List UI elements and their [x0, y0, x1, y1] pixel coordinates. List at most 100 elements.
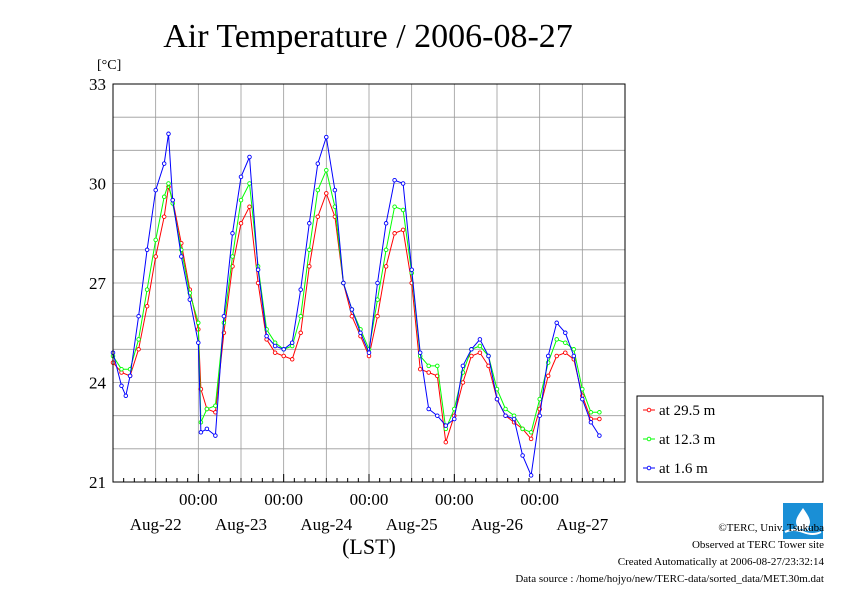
- data-point: [383, 247, 389, 253]
- data-point: [554, 337, 559, 342]
- data-point: [358, 330, 363, 336]
- data-point: [166, 131, 171, 137]
- x-tick-label: 00:00: [264, 490, 303, 509]
- legend: at 29.5 m at 12.3 m at 1.6 m: [636, 395, 824, 483]
- x-tick-label: 00:00: [179, 490, 218, 509]
- data-point: [272, 343, 278, 349]
- data-point: [198, 430, 204, 435]
- data-point: [528, 430, 534, 435]
- data-point: [392, 204, 397, 209]
- date-label: Aug-26: [471, 515, 523, 534]
- data-point: [435, 363, 440, 369]
- data-point: [503, 406, 508, 412]
- data-point: [392, 177, 397, 183]
- data-point: [597, 410, 602, 415]
- y-tick-label: 21: [89, 473, 106, 492]
- data-point: [119, 366, 124, 372]
- terc-logo-icon: [783, 503, 823, 539]
- data-point: [144, 247, 150, 253]
- data-point: [375, 280, 380, 286]
- data-point: [196, 320, 201, 326]
- data-point: [477, 337, 483, 342]
- data-point: [238, 174, 244, 180]
- data-point: [400, 207, 406, 213]
- data-point: [204, 406, 210, 412]
- data-point: [298, 330, 303, 336]
- data-point: [375, 297, 380, 302]
- data-point: [332, 187, 338, 193]
- data-point: [400, 181, 406, 186]
- data-point: [545, 373, 551, 379]
- data-point: [392, 231, 397, 236]
- data-point: [153, 254, 158, 259]
- data-point: [136, 337, 141, 342]
- chart-title: Air Temperature / 2006-08-27: [163, 18, 573, 55]
- data-point: [366, 350, 372, 355]
- data-point: [597, 433, 602, 438]
- data-point: [537, 413, 542, 418]
- data-point: [554, 353, 559, 359]
- data-point: [170, 197, 175, 203]
- data-point: [563, 340, 568, 345]
- data-point: [528, 473, 534, 478]
- series-1: [110, 184, 602, 445]
- data-point: [383, 221, 389, 226]
- data-point: [537, 396, 542, 402]
- data-point: [571, 347, 577, 352]
- data-point: [426, 406, 431, 412]
- data-point: [580, 396, 585, 402]
- data-point: [520, 426, 525, 432]
- series-2: [110, 167, 602, 435]
- data-point: [307, 247, 312, 253]
- data-point: [281, 353, 286, 359]
- data-point: [307, 264, 312, 269]
- date-label: Aug-23: [215, 515, 267, 534]
- data-point: [136, 313, 141, 319]
- data-point: [477, 343, 483, 349]
- data-point: [247, 181, 252, 186]
- data-point: [375, 313, 380, 319]
- data-point: [127, 373, 133, 379]
- data-point: [221, 313, 227, 319]
- data-point: [153, 237, 158, 243]
- data-point: [247, 154, 252, 160]
- data-point: [144, 287, 150, 292]
- data-point: [123, 393, 129, 399]
- x-tick-label: 00:00: [435, 490, 474, 509]
- data-point: [426, 363, 431, 369]
- date-label: Aug-25: [386, 515, 438, 534]
- data-point: [298, 313, 303, 319]
- data-point: [315, 187, 321, 193]
- date-label: Aug-24: [300, 515, 352, 534]
- data-point: [494, 396, 500, 402]
- logo-text: TERC: [794, 527, 812, 533]
- data-point: [588, 410, 594, 415]
- data-point: [272, 350, 278, 355]
- data-point: [315, 214, 321, 219]
- data-point: [315, 161, 321, 166]
- data-point: [166, 181, 171, 186]
- data-point: [153, 187, 158, 193]
- data-point: [554, 320, 559, 326]
- data-point: [469, 347, 474, 352]
- data-point: [443, 439, 449, 445]
- data-point: [597, 416, 602, 422]
- data-point: [520, 453, 525, 458]
- data-point: [298, 287, 303, 292]
- footer-observed: Observed at TERC Tower site: [691, 539, 824, 551]
- data-point: [511, 416, 517, 422]
- footer-copyright: ©TERC, Univ. Tsukuba: [718, 522, 824, 534]
- data-point: [460, 363, 466, 369]
- data-point: [213, 403, 218, 408]
- data-point: [349, 307, 355, 312]
- data-point: [571, 353, 577, 359]
- data-point: [213, 433, 218, 438]
- data-point: [264, 333, 269, 339]
- legend-label: at 29.5 m: [659, 403, 716, 419]
- footer-created: Created Automatically at 2006-08-27/23:3…: [617, 556, 824, 568]
- data-point: [469, 353, 474, 359]
- data-point: [341, 280, 346, 286]
- data-point: [563, 330, 568, 336]
- data-point: [144, 303, 150, 309]
